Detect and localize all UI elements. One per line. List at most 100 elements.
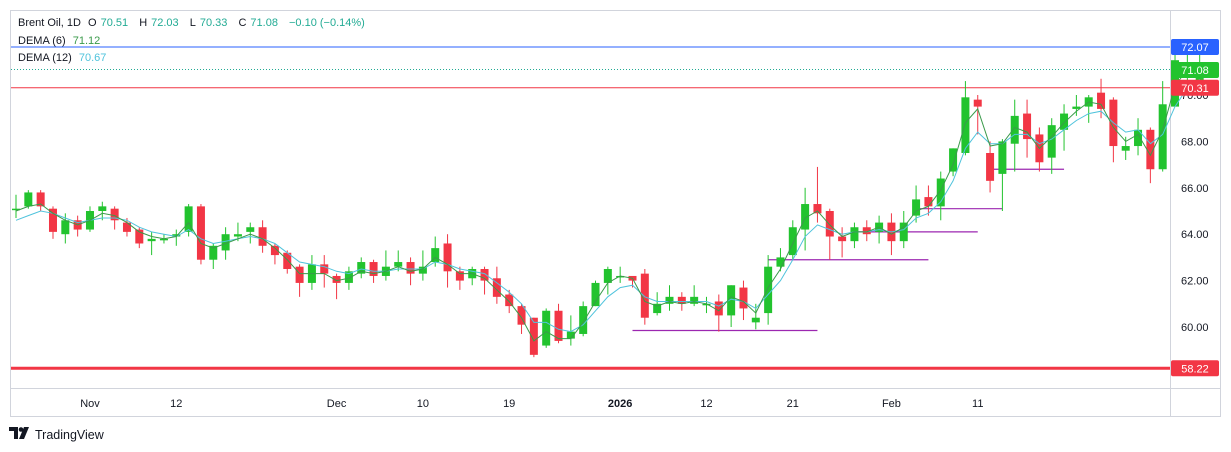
candle[interactable] bbox=[936, 171, 945, 221]
candle[interactable] bbox=[739, 280, 748, 321]
candle[interactable] bbox=[542, 308, 551, 348]
support-segments bbox=[632, 168, 1065, 332]
candle[interactable] bbox=[1010, 99, 1019, 172]
candle[interactable] bbox=[702, 296, 711, 314]
candle[interactable] bbox=[603, 266, 612, 295]
candle[interactable] bbox=[912, 185, 921, 223]
candle[interactable] bbox=[122, 217, 131, 237]
candle-body bbox=[295, 266, 304, 283]
candle[interactable] bbox=[714, 294, 723, 332]
candle[interactable] bbox=[1047, 118, 1056, 174]
candle[interactable] bbox=[653, 292, 662, 316]
candle[interactable] bbox=[1023, 99, 1032, 158]
dema6-line[interactable] bbox=[15, 68, 1200, 342]
candle-body bbox=[24, 192, 33, 207]
candle[interactable] bbox=[961, 81, 970, 156]
candle[interactable] bbox=[801, 187, 810, 251]
candle[interactable] bbox=[172, 229, 181, 246]
candle[interactable] bbox=[727, 285, 736, 327]
candle-body bbox=[1146, 129, 1155, 170]
candle[interactable] bbox=[1121, 136, 1130, 160]
candle[interactable] bbox=[184, 204, 193, 237]
candle[interactable] bbox=[332, 273, 341, 300]
candle[interactable] bbox=[320, 255, 329, 288]
candle[interactable] bbox=[998, 139, 1007, 211]
candle-body bbox=[677, 296, 686, 304]
candle[interactable] bbox=[258, 220, 267, 253]
candle-body bbox=[61, 220, 70, 235]
candle[interactable] bbox=[394, 250, 403, 272]
candle[interactable] bbox=[1072, 95, 1081, 116]
candle[interactable] bbox=[233, 222, 242, 242]
candle[interactable] bbox=[566, 315, 575, 346]
candle[interactable] bbox=[455, 266, 464, 290]
candle-body bbox=[764, 266, 773, 314]
candle[interactable] bbox=[12, 194, 20, 218]
candle[interactable] bbox=[418, 250, 427, 281]
candle[interactable] bbox=[517, 303, 526, 334]
candle[interactable] bbox=[764, 255, 773, 325]
candle[interactable] bbox=[1035, 127, 1044, 172]
candle[interactable] bbox=[1158, 81, 1167, 172]
time-tick-label: Feb bbox=[882, 398, 901, 410]
dema6-legend[interactable]: DEMA (6) 71.12 bbox=[18, 35, 104, 47]
candle-body bbox=[344, 271, 353, 283]
candle[interactable] bbox=[270, 243, 279, 265]
candle[interactable] bbox=[1109, 97, 1118, 163]
candle[interactable] bbox=[813, 166, 822, 223]
candle[interactable] bbox=[24, 190, 33, 209]
price-labels: 72.07 71.08 70.31 58.22 bbox=[1171, 38, 1219, 377]
candle-body bbox=[1158, 104, 1167, 170]
candle-body bbox=[1023, 113, 1032, 140]
candle[interactable] bbox=[579, 301, 588, 337]
candle[interactable] bbox=[862, 220, 871, 242]
candle[interactable] bbox=[665, 285, 674, 311]
candle[interactable] bbox=[825, 208, 834, 260]
candle[interactable] bbox=[295, 264, 304, 297]
candle[interactable] bbox=[973, 95, 982, 135]
time-axis-ticks: Nov 12 Dec 10 19 2026 12 21 Feb 11 bbox=[80, 398, 983, 410]
candle[interactable] bbox=[949, 148, 958, 177]
candle[interactable] bbox=[468, 266, 477, 286]
candle[interactable] bbox=[986, 141, 995, 193]
candle[interactable] bbox=[135, 227, 144, 249]
candle[interactable] bbox=[73, 215, 82, 237]
candle[interactable] bbox=[147, 231, 156, 256]
candle-body bbox=[270, 245, 279, 256]
candle[interactable] bbox=[443, 234, 452, 288]
candle-body bbox=[357, 262, 366, 274]
candle[interactable] bbox=[307, 255, 316, 290]
candle[interactable] bbox=[492, 266, 501, 304]
candle[interactable] bbox=[1097, 78, 1106, 119]
candle[interactable] bbox=[776, 248, 785, 272]
candle[interactable] bbox=[381, 250, 390, 281]
price-tick-label: 66.00 bbox=[1181, 183, 1209, 195]
candle[interactable] bbox=[283, 250, 292, 274]
candle[interactable] bbox=[36, 190, 45, 211]
dema-lines bbox=[15, 68, 1200, 342]
candle[interactable] bbox=[480, 266, 489, 295]
candle[interactable] bbox=[850, 222, 859, 249]
candle[interactable] bbox=[838, 227, 847, 258]
candle[interactable] bbox=[246, 222, 255, 244]
candle[interactable] bbox=[48, 206, 57, 239]
candle-body bbox=[1072, 106, 1081, 109]
candle[interactable] bbox=[1060, 104, 1069, 151]
candle[interactable] bbox=[554, 303, 563, 344]
candle[interactable] bbox=[1134, 118, 1143, 156]
chart-border bbox=[10, 10, 1221, 417]
candle[interactable] bbox=[690, 285, 699, 307]
dema12-legend[interactable]: DEMA (12) 70.67 bbox=[18, 52, 110, 64]
candle[interactable] bbox=[788, 220, 797, 260]
candle[interactable] bbox=[529, 317, 538, 358]
candle[interactable] bbox=[616, 266, 625, 283]
tradingview-brand[interactable]: TradingView bbox=[9, 427, 104, 442]
price-label-red-line: 70.31 bbox=[1171, 79, 1219, 96]
candle[interactable] bbox=[357, 257, 366, 279]
candle[interactable] bbox=[1084, 95, 1093, 123]
candle[interactable] bbox=[196, 204, 205, 265]
candle[interactable] bbox=[924, 185, 933, 216]
candle[interactable] bbox=[98, 201, 107, 221]
